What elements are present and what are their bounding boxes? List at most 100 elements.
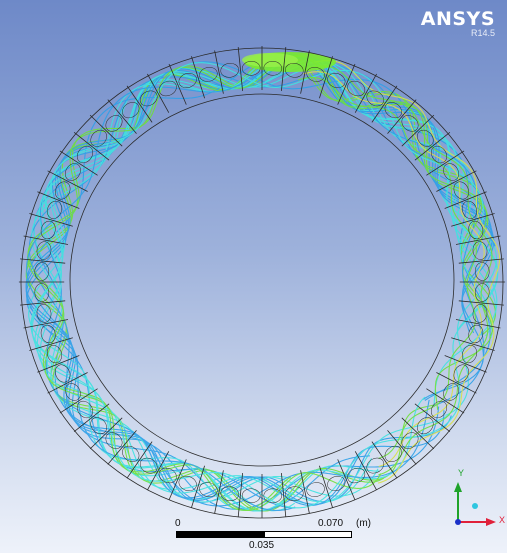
mesh-spoke — [126, 441, 153, 479]
mesh-cell — [139, 90, 158, 107]
mesh-spoke — [444, 355, 487, 373]
mesh-spoke — [387, 99, 417, 134]
mesh-cell — [453, 181, 469, 200]
mesh-spoke — [73, 131, 110, 161]
mesh-cell — [90, 417, 107, 435]
mesh-cell — [90, 129, 107, 147]
mesh-wireframe — [18, 46, 506, 519]
mesh-cell — [220, 63, 239, 78]
mesh-cell — [461, 200, 478, 219]
mesh-cell — [453, 364, 469, 383]
mesh-spoke — [73, 403, 110, 433]
mesh-cell — [347, 467, 366, 484]
mesh-cell — [468, 220, 484, 240]
mesh-cell — [263, 488, 283, 503]
mesh-spoke — [455, 319, 501, 329]
mesh-cell — [158, 467, 177, 484]
streamline — [309, 65, 493, 476]
mesh-cell — [443, 163, 459, 181]
mesh-cell — [199, 482, 218, 497]
mesh-spoke — [401, 114, 435, 147]
mesh-spoke — [281, 473, 287, 517]
mesh-spoke — [191, 465, 205, 508]
mesh-cell — [36, 304, 52, 323]
mesh-spoke — [37, 191, 80, 209]
mesh-spoke — [59, 150, 98, 176]
mesh-spoke — [47, 170, 88, 192]
mesh-cell — [430, 400, 448, 419]
mesh-cell — [122, 102, 140, 119]
mesh-spoke — [354, 73, 377, 113]
streamline — [27, 55, 493, 511]
streamline — [27, 55, 494, 512]
mesh-cell — [472, 241, 488, 260]
streamline — [25, 56, 495, 506]
mesh-spoke — [107, 430, 137, 465]
mesh-cell — [384, 102, 402, 119]
mesh-spoke — [371, 85, 398, 123]
mesh-spoke — [168, 63, 187, 105]
mesh-cell — [347, 80, 366, 97]
mesh-cell — [474, 283, 490, 302]
brand-name: ANSYS — [420, 8, 495, 30]
mesh-spoke — [147, 451, 170, 491]
mesh-spoke — [107, 99, 137, 134]
mesh-cell — [461, 345, 478, 364]
mesh-spoke — [237, 473, 243, 517]
mesh-cell — [241, 61, 261, 76]
mesh-spoke — [214, 50, 224, 94]
streamlines — [25, 52, 501, 512]
mesh-cell — [468, 324, 484, 344]
mesh-cell — [122, 445, 140, 462]
mesh-cell — [220, 486, 239, 501]
mesh-spoke — [168, 459, 187, 501]
mesh-cell — [36, 241, 52, 260]
mesh-spoke — [451, 213, 495, 227]
mesh-cell — [443, 383, 459, 401]
mesh-spoke — [426, 388, 465, 414]
mesh-cell — [55, 364, 71, 383]
streamline — [315, 60, 501, 484]
mesh-cell — [34, 283, 50, 302]
mesh-spoke — [23, 319, 69, 329]
mesh-cell — [55, 181, 71, 200]
mesh-cell — [105, 432, 123, 449]
mesh-spoke — [354, 451, 377, 491]
ansys-logo: ANSYS R14.5 — [421, 8, 495, 38]
streamline — [26, 57, 485, 511]
mesh-spoke — [214, 470, 224, 514]
mesh-cell — [46, 345, 63, 364]
mesh-cell — [327, 72, 346, 89]
mesh-cell — [178, 475, 197, 492]
mesh-cell — [65, 383, 81, 401]
streamline — [303, 71, 485, 468]
mesh-cell — [178, 72, 197, 89]
mesh-cell — [65, 163, 81, 181]
mesh-cell — [241, 488, 261, 503]
mesh-cell — [139, 457, 158, 474]
streamline — [28, 59, 477, 511]
mesh-spoke — [414, 403, 451, 433]
mesh-spoke — [414, 131, 451, 161]
mesh-spoke — [319, 465, 333, 508]
mesh-spoke — [59, 388, 98, 414]
mesh-spoke — [444, 191, 487, 209]
mesh-cell — [40, 220, 56, 240]
mesh-cell — [199, 67, 218, 82]
mesh-spoke — [337, 63, 356, 105]
triad-y-label: Y — [458, 468, 465, 478]
mesh-spoke — [458, 300, 504, 306]
mesh-spoke — [20, 300, 66, 306]
mesh-spoke — [426, 150, 465, 176]
mesh-cell — [430, 145, 448, 164]
mesh-spoke — [281, 47, 287, 91]
mesh-cell — [384, 445, 402, 462]
mesh-cell — [76, 400, 94, 419]
mesh-spoke — [23, 235, 69, 245]
inner-ring-edge — [69, 93, 455, 467]
mesh-cell — [417, 129, 434, 147]
mesh-cell — [306, 482, 325, 497]
mesh-cell — [366, 457, 385, 474]
